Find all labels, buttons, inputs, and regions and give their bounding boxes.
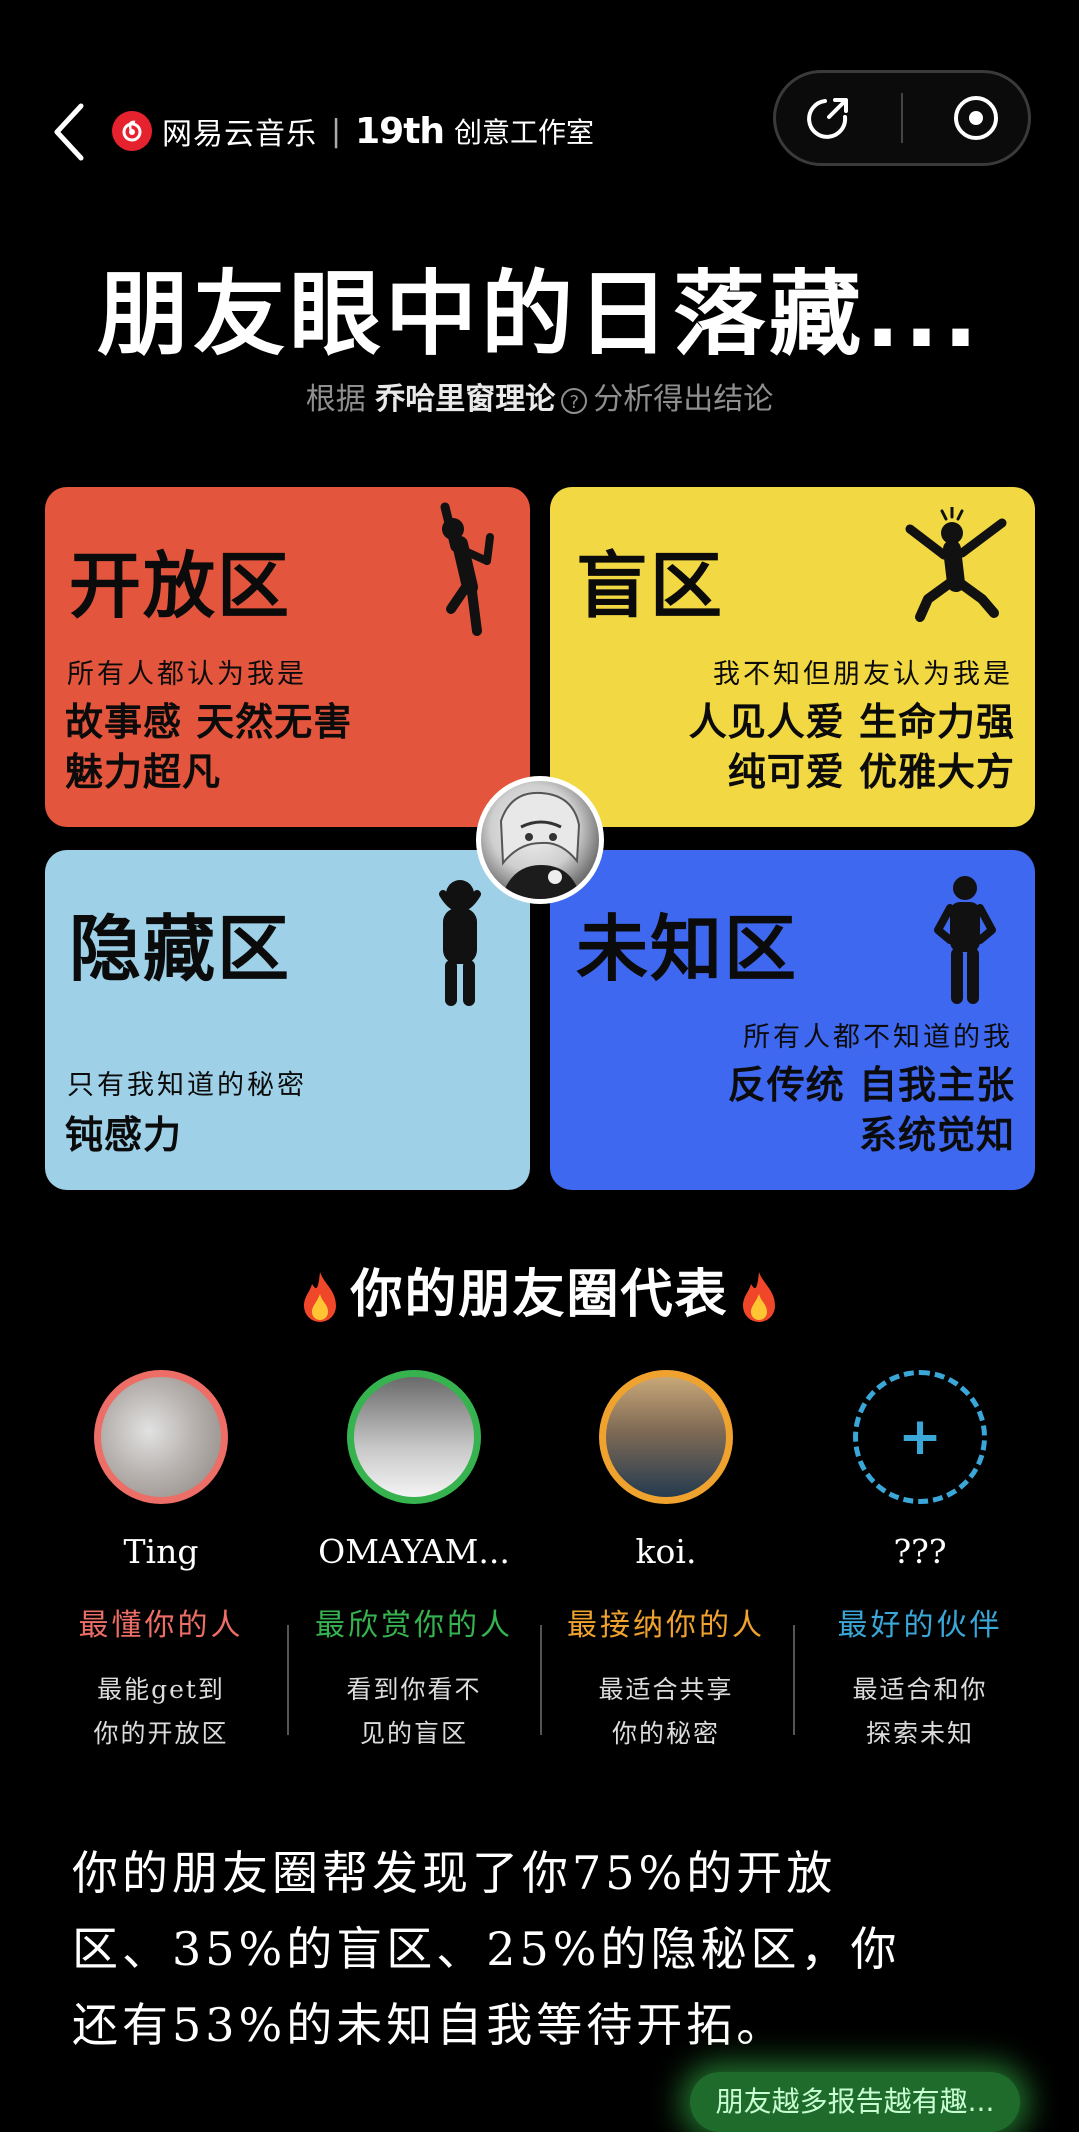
quadrant-hidden-traits: 钝感力 xyxy=(65,1110,182,1160)
quadrant-open-caption: 所有人都认为我是 xyxy=(67,659,307,690)
chevron-left-icon xyxy=(54,103,84,161)
friend-avatar[interactable] xyxy=(599,1370,733,1504)
trait-line: 故事感 天然无害 xyxy=(65,700,353,744)
friend-name: Ting xyxy=(123,1532,199,1571)
trait-line: 钝感力 xyxy=(65,1113,183,1157)
trait-line: 系统觉知 xyxy=(858,1113,1015,1157)
friend-card[interactable]: OMAYAM... 最欣赏你的人 看到你看不 见的盲区 xyxy=(294,1370,534,1756)
quadrant-hidden-title: 隐藏区 xyxy=(69,907,292,991)
column-divider xyxy=(793,1625,795,1735)
theory-link[interactable]: 乔哈里窗理论 xyxy=(375,382,556,417)
friend-desc-line: 最适合共享 xyxy=(598,1675,734,1704)
standing-person-icon xyxy=(934,876,996,1004)
quadrant-unknown-title: 未知区 xyxy=(576,907,799,991)
summary-line: 你的朋友圈帮发现了你75%的开放 xyxy=(72,1846,837,1900)
column-divider xyxy=(540,1625,542,1735)
friend-desc-line: 看到你看不 xyxy=(346,1675,482,1704)
share-button[interactable] xyxy=(798,88,858,148)
friend-desc-line: 探索未知 xyxy=(865,1719,974,1748)
netease-cloud-music-logo-icon xyxy=(112,111,152,151)
friend-role: 最欣赏你的人 xyxy=(315,1608,513,1643)
capsule-divider xyxy=(900,93,903,143)
quadrant-open: 开放区 所有人都认为我是 故事感 天然无害 魅力超凡 xyxy=(45,487,530,827)
fire-icon xyxy=(304,1272,337,1322)
brand-separator: | xyxy=(331,113,342,149)
add-friend-button[interactable]: + xyxy=(853,1370,987,1504)
summary-line: 区、35%的盲区、25%的隐秘区，你 xyxy=(72,1922,901,1976)
friend-desc-line: 最能get到 xyxy=(97,1675,225,1704)
fire-icon xyxy=(742,1272,775,1322)
friend-desc-line: 你的开放区 xyxy=(93,1719,229,1748)
invite-more-friends-tag[interactable]: 朋友越多报告越有趣... xyxy=(690,2072,1020,2132)
section-title-text: 你的朋友圈代表 xyxy=(350,1265,729,1325)
friend-desc-line: 你的秘密 xyxy=(611,1719,720,1748)
page-subtitle: 根据 乔哈里窗理论? 分析得出结论 xyxy=(0,374,1079,418)
friend-avatar[interactable] xyxy=(347,1370,481,1504)
brand-studio: 创意工作室 xyxy=(454,116,595,149)
friend-desc-line: 见的盲区 xyxy=(359,1719,468,1748)
close-button[interactable] xyxy=(946,88,1006,148)
trait-line: 人见人爱 生命力强 xyxy=(688,700,1015,744)
share-icon xyxy=(806,98,848,139)
quadrant-open-title: 开放区 xyxy=(69,544,292,628)
mini-program-capsule xyxy=(773,70,1031,166)
brand-19th: 19th xyxy=(355,110,445,152)
friend-card[interactable]: Ting 最懂你的人 最能get到 你的开放区 xyxy=(41,1370,281,1756)
quadrant-unknown: 未知区 所有人都不知道的我 反传统 自我主张 系统觉知 xyxy=(550,850,1035,1190)
quadrant-blind: 盲区 我不知但朋友认为我是 人见人爱 生命力强 纯可爱 优雅大方 xyxy=(550,487,1035,827)
summary-text: 你的朋友圈帮发现了你75%的开放 区、35%的盲区、25%的隐秘区，你 还有53… xyxy=(72,1835,1012,2063)
friend-avatar[interactable] xyxy=(94,1370,228,1504)
quadrant-hidden-caption: 只有我知道的秘密 xyxy=(67,1070,307,1101)
friend-card-add[interactable]: + ??? 最好的伙伴 最适合和你 探索未知 xyxy=(800,1370,1040,1756)
friend-role: 最懂你的人 xyxy=(78,1608,244,1643)
avatar-illustration xyxy=(499,791,581,899)
quadrant-open-traits: 故事感 天然无害 魅力超凡 xyxy=(65,697,352,797)
summary-line: 还有53%的未知自我等待开拓。 xyxy=(72,1998,787,2052)
trait-line: 反传统 自我主张 xyxy=(727,1063,1015,1107)
back-button[interactable] xyxy=(48,100,88,164)
page-title: 朋友眼中的日落藏... xyxy=(97,261,982,368)
friend-description: 最能get到 你的开放区 xyxy=(41,1668,281,1756)
friend-name: OMAYAM... xyxy=(318,1532,510,1571)
quadrant-blind-caption: 我不知但朋友认为我是 xyxy=(713,659,1013,690)
help-icon[interactable]: ? xyxy=(561,387,588,414)
friends-section-title: 你的朋友圈代表 xyxy=(0,1252,1079,1327)
friend-description: 最适合共享 你的秘密 xyxy=(546,1668,786,1756)
quadrant-unknown-traits: 反传统 自我主张 系统觉知 xyxy=(728,1060,1015,1160)
friend-desc-line: 最适合和你 xyxy=(852,1675,988,1704)
friend-description: 看到你看不 见的盲区 xyxy=(294,1668,534,1756)
friend-card[interactable]: koi. 最接纳你的人 最适合共享 你的秘密 xyxy=(546,1370,786,1756)
subtitle-suffix: 分析得出结论 xyxy=(593,382,774,417)
friend-description: 最适合和你 探索未知 xyxy=(800,1668,1040,1756)
column-divider xyxy=(287,1625,289,1735)
plus-icon: + xyxy=(898,1407,942,1467)
quadrant-hidden: 隐藏区 只有我知道的秘密 钝感力 xyxy=(45,850,530,1190)
target-close-icon xyxy=(954,96,999,140)
jumping-person-icon xyxy=(905,507,1007,622)
quadrant-unknown-caption: 所有人都不知道的我 xyxy=(743,1022,1013,1053)
trait-line: 纯可爱 优雅大方 xyxy=(727,750,1015,794)
hiding-face-person-icon xyxy=(439,880,481,1006)
brand-name: 网易云音乐 xyxy=(162,117,317,152)
user-avatar[interactable] xyxy=(476,776,604,904)
quadrant-blind-traits: 人见人爱 生命力强 纯可爱 优雅大方 xyxy=(689,697,1015,797)
brand-bar: 网易云音乐 | 19th 创意工作室 xyxy=(112,106,594,156)
quadrant-blind-title: 盲区 xyxy=(576,544,725,628)
friend-role: 最好的伙伴 xyxy=(837,1608,1003,1643)
friend-role: 最接纳你的人 xyxy=(567,1608,765,1643)
friend-name: ??? xyxy=(893,1532,947,1571)
subtitle-prefix: 根据 xyxy=(305,382,366,417)
friend-name: koi. xyxy=(635,1532,697,1571)
trait-line: 魅力超凡 xyxy=(65,750,222,794)
cheering-person-icon xyxy=(440,502,494,636)
